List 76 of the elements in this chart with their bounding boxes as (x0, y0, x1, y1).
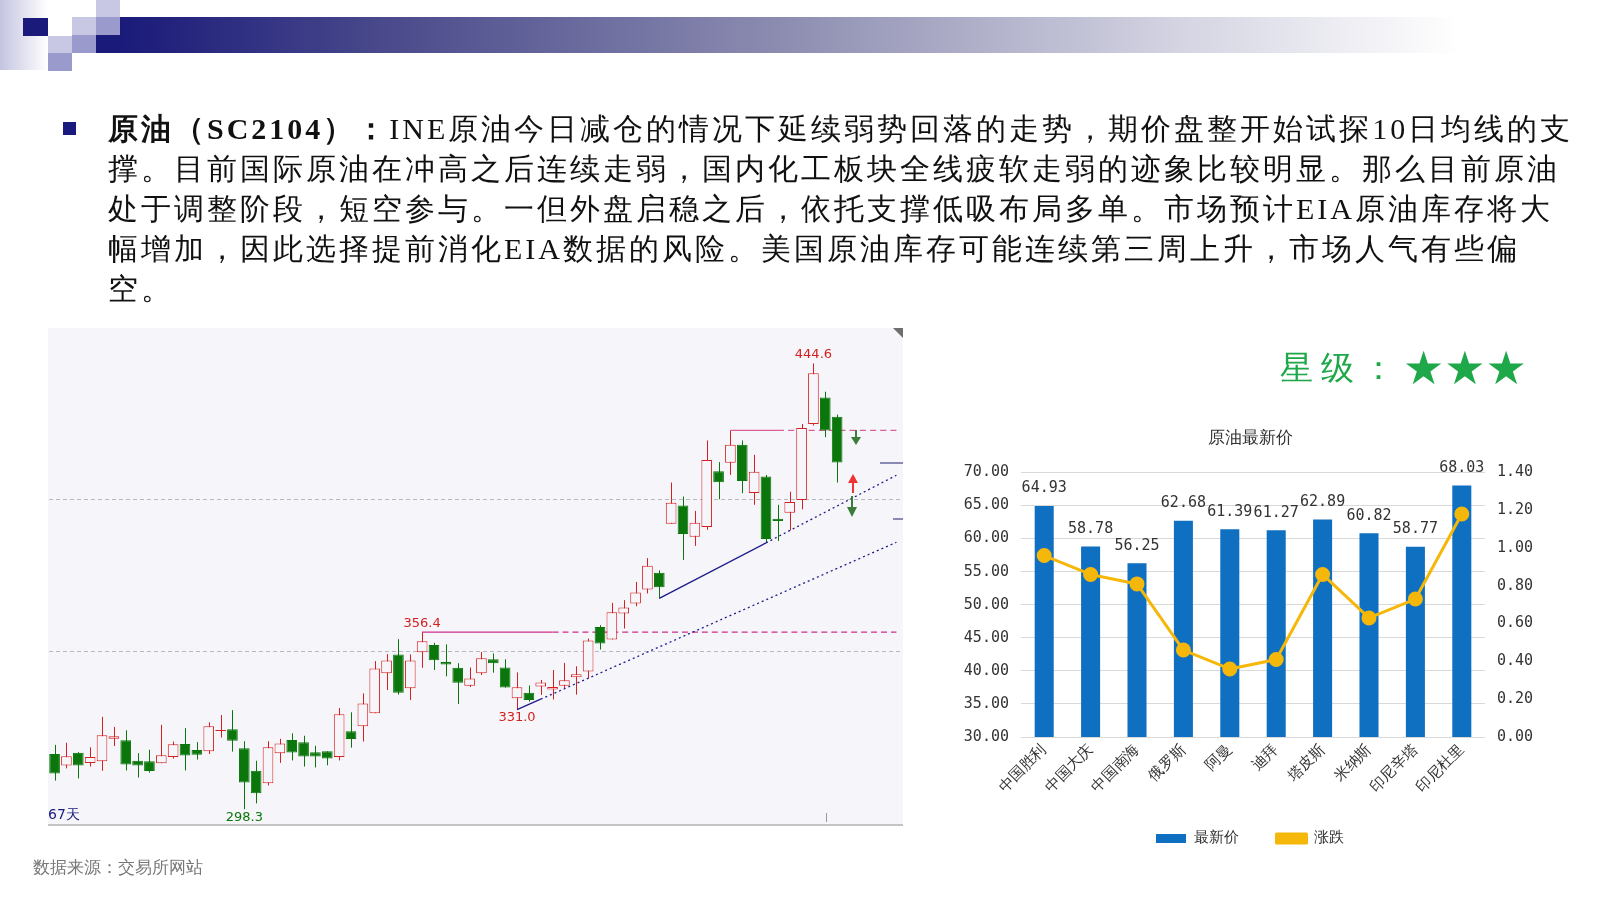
point (1315, 566, 1331, 582)
x-tick-label: 俄罗斯 (1145, 740, 1189, 785)
candlestick (120, 729, 132, 771)
y-tick-label: 45.00 (963, 627, 1009, 646)
candlestick (215, 714, 226, 739)
legend-label: 最新价 (1193, 829, 1239, 846)
candlestick (179, 727, 191, 771)
candlestick (49, 744, 60, 782)
point (1222, 661, 1238, 677)
point (1083, 566, 1099, 582)
data-label: 64.93 (1021, 478, 1067, 497)
annotation: 356.4 (403, 615, 441, 631)
y2-tick-label: 0.00 (1497, 726, 1534, 745)
y-tick-label: 55.00 (963, 561, 1009, 580)
candlestick (203, 721, 215, 755)
point (1268, 652, 1284, 668)
candlestick (748, 454, 760, 506)
candlestick (713, 461, 724, 500)
y-tick-label: 35.00 (963, 693, 1009, 712)
annotation: 444.6 (794, 346, 833, 362)
y2-tick-label: 0.60 (1497, 613, 1534, 632)
candlestick (725, 429, 736, 476)
y2-tick-label: 0.80 (1497, 575, 1534, 594)
y-tick-label: 70.00 (963, 462, 1009, 481)
candlestick (345, 711, 357, 749)
data-label: 56.25 (1114, 535, 1160, 554)
candlestick (487, 652, 499, 674)
legend-label: 涨跌 (1314, 829, 1344, 846)
candlestick (132, 752, 143, 779)
y-tick-label: 50.00 (963, 594, 1009, 613)
point (1454, 506, 1470, 522)
y-tick-label: 30.00 (963, 726, 1009, 745)
y2-tick-label: 0.40 (1497, 651, 1534, 670)
candlestick (559, 662, 570, 689)
data-label: 60.82 (1346, 505, 1392, 524)
y-tick-label: 40.00 (963, 660, 1009, 679)
candlestick (227, 709, 238, 753)
data-label: 62.89 (1300, 491, 1346, 510)
candlestick (155, 724, 167, 764)
y2-tick-label: 0.20 (1497, 689, 1534, 708)
candlestick (570, 665, 582, 696)
candlestick (250, 760, 262, 804)
y2-tick-label: 1.20 (1497, 500, 1534, 519)
y2-tick-label: 1.40 (1497, 462, 1534, 481)
data-label: 61.39 (1207, 501, 1253, 520)
candlestick (84, 746, 96, 768)
point (1036, 548, 1052, 564)
data-label: 58.78 (1068, 519, 1114, 538)
data-label: 68.03 (1439, 457, 1485, 476)
y-tick-label: 65.00 (963, 495, 1009, 514)
data-label: 62.68 (1160, 493, 1206, 512)
x-tick-label: 迪拜 (1248, 740, 1282, 774)
candlestick (499, 658, 511, 689)
text: 星级：★★★ (1280, 341, 1527, 395)
candlestick (357, 692, 369, 743)
candlestick (642, 557, 653, 594)
point (1361, 610, 1377, 626)
candlestick (665, 482, 677, 525)
point (1175, 642, 1191, 658)
x-tick-label: 阿曼 (1202, 740, 1235, 774)
candlestick (108, 726, 120, 747)
y-tick-label: 60.00 (963, 528, 1009, 547)
x-tick-label: 塔皮斯 (1283, 740, 1328, 785)
point (1407, 591, 1423, 607)
point (1129, 576, 1145, 592)
chart-title: 原油最新价 (1207, 427, 1293, 447)
annotation: 298.3 (225, 809, 263, 825)
candlestick (310, 745, 321, 768)
y2-tick-label: 1.00 (1497, 537, 1534, 556)
text: 原油（SC2104）：INE原油今日减仓的情况下延续弱势回落的走势，期价盘整开始试探10日均线的支撑。目前国际原油在冲高之后连续走弱，国内化工板块全线疲软走弱的迹象比较明显。那么目前原油处于调整阶段，短空参与。一但外盘启稳之后，依托支撑低吸布局多单。市场预计EIA原油库存将大幅增加，因此选择提前消化EIA数据的风险。美国原油库存可能连续第三周上升，市场人气有些偏空。 (108, 112, 1574, 305)
data-label: 58.77 (1392, 519, 1438, 538)
data-label: 61.27 (1253, 502, 1299, 521)
candlestick (618, 599, 630, 629)
annotation: 67天 (48, 805, 80, 823)
annotation: 331.0 (498, 709, 536, 725)
source-note: 数据来源：交易所网站 (33, 858, 203, 878)
